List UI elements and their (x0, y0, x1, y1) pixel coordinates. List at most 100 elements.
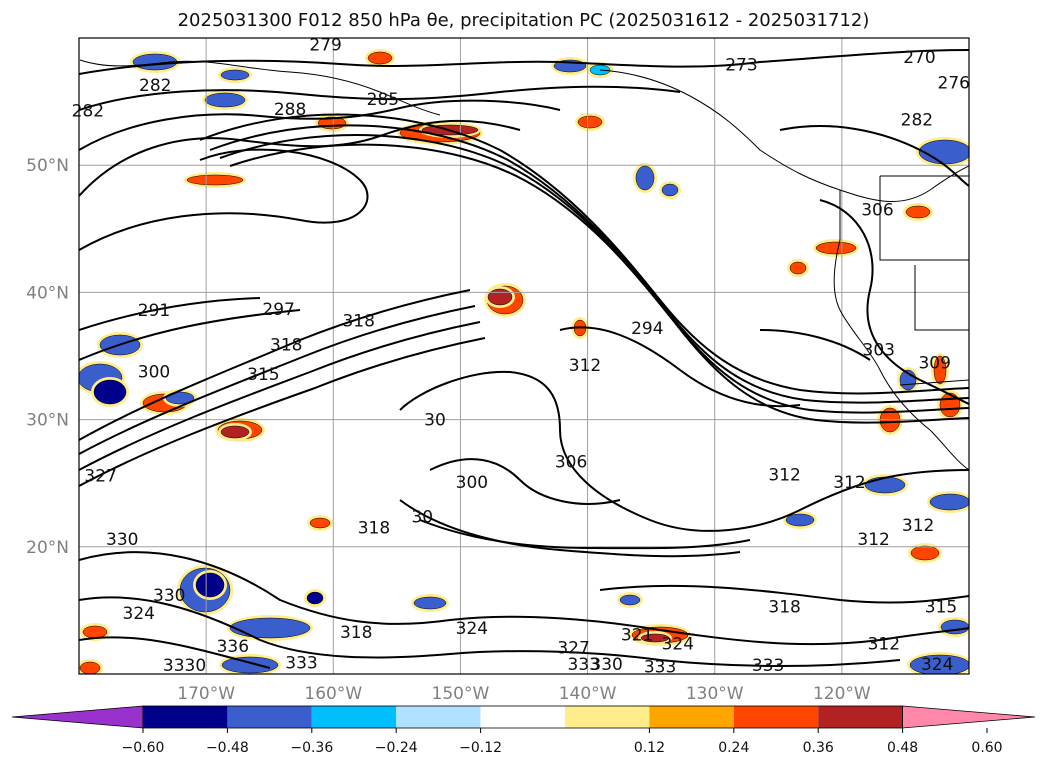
precip-blob (918, 139, 969, 165)
lon-tick-label: 150°W (432, 684, 490, 704)
precip-blob (309, 517, 331, 529)
colorbar-segment (565, 706, 650, 728)
contour-label: 333 (752, 656, 784, 676)
precip-blob (577, 115, 603, 129)
contour-label: 315 (247, 365, 279, 385)
contour-label: 318 (270, 336, 302, 356)
contour-label: 309 (918, 353, 950, 373)
contour-label: 297 (262, 300, 294, 320)
colorbar-extend-right (902, 705, 1036, 729)
colorbar-tick-label: −0.12 (459, 740, 502, 756)
contour-label: 273 (725, 56, 757, 76)
precip-blob (785, 513, 815, 527)
precip-blob (635, 165, 655, 191)
contour-label: 306 (861, 201, 893, 221)
contour-label: 333 (644, 657, 676, 677)
contour-label: 306 (555, 453, 587, 473)
contour-label: 312 (768, 465, 800, 485)
lon-tick-label: 160°W (304, 684, 362, 704)
contour-label: 330 (153, 586, 185, 606)
contour-label: 315 (925, 598, 957, 618)
colorbar-segment (227, 706, 312, 728)
colorbar-tick-label: −0.36 (290, 740, 333, 756)
contour-label: 324 (456, 619, 488, 639)
contour-label: 312 (569, 356, 601, 376)
precip-blob (487, 288, 513, 306)
precip-blob (186, 174, 244, 186)
precip-blob (939, 392, 961, 418)
contour-label: 336 (217, 637, 249, 657)
contour-label: 318 (342, 311, 374, 331)
precip-blob (929, 493, 969, 511)
chart-title: 2025031300 F012 850 hPa θe, precipitatio… (177, 10, 870, 31)
contour-label: 30 (411, 507, 433, 527)
precip-blob (93, 379, 127, 405)
colorbar-tick-label: 0.12 (634, 740, 665, 756)
theta-e-contours (79, 49, 969, 669)
precip-blob (909, 654, 969, 674)
colorbar-segment (396, 706, 481, 728)
precip-blob (640, 633, 670, 643)
contour-label: 330 (590, 655, 622, 675)
latitude-axis: 20°N 30°N 40°N 50°N (26, 156, 69, 558)
precip-blob (619, 594, 641, 606)
precip-blob (933, 355, 947, 385)
colorbar-segment (143, 706, 228, 728)
contour-label: 312 (902, 516, 934, 536)
contour-label: 282 (139, 76, 171, 96)
contour-label: 285 (367, 90, 399, 110)
colorbar-tick-label: −0.48 (206, 740, 249, 756)
contour-label: 318 (340, 623, 372, 643)
contour-label: 3330 (163, 656, 206, 676)
precip-blob (204, 92, 246, 108)
contour-label: 324 (662, 634, 694, 654)
precip-blob (413, 596, 447, 610)
precip-blob (221, 656, 279, 674)
contour-label: 30 (424, 411, 446, 431)
lat-tick-label: 20°N (26, 538, 69, 558)
colorbar-segment (480, 706, 565, 728)
contour-label: 282 (72, 102, 104, 122)
colorbar-extend-left (11, 705, 144, 729)
contour-label: 312 (857, 530, 889, 550)
precip-blob (864, 476, 906, 494)
lon-tick-label: 120°W (813, 684, 871, 704)
precip-blob (661, 183, 679, 197)
colorbar (11, 705, 1036, 729)
colorbar-tick-label: 0.48 (887, 740, 918, 756)
contour-label: 276 (938, 74, 970, 94)
contour-label: 330 (106, 530, 138, 550)
contour-label: 279 (309, 35, 341, 55)
map-frame (78, 37, 970, 675)
precip-blob (229, 617, 311, 639)
contour-label: 300 (456, 473, 488, 493)
contour-label: 327 (557, 638, 589, 658)
contour-label: 327 (84, 467, 116, 487)
lon-tick-label: 170°W (177, 684, 235, 704)
contour-label: 318 (358, 519, 390, 539)
contour-label: 333 (285, 654, 317, 674)
precip-blob (165, 391, 195, 405)
precip-blob (905, 205, 931, 219)
contour-label: 291 (138, 301, 170, 321)
lat-tick-label: 50°N (26, 156, 69, 176)
longitude-axis: 170°W 160°W 150°W 140°W 130°W 120°W (177, 684, 871, 704)
contour-label: 300 (138, 362, 170, 382)
lon-tick-label: 130°W (686, 684, 744, 704)
contour-label: 312 (833, 473, 865, 493)
precip-blob (367, 51, 393, 65)
precipitation-shading (79, 49, 969, 674)
contour-label: 318 (768, 598, 800, 618)
contour-label: 270 (903, 48, 935, 68)
contour-label: 333 (568, 655, 600, 675)
colorbar-frame (142, 705, 903, 729)
contour-label: 303 (863, 341, 895, 361)
colorbar-segment (311, 706, 397, 728)
contour-label: 324 (123, 604, 155, 624)
precip-blob (82, 625, 108, 639)
contour-label: 288 (274, 100, 306, 120)
colorbar-tick-label: 0.24 (718, 740, 749, 756)
colorbar-tick-label: 0.60 (971, 740, 1002, 756)
